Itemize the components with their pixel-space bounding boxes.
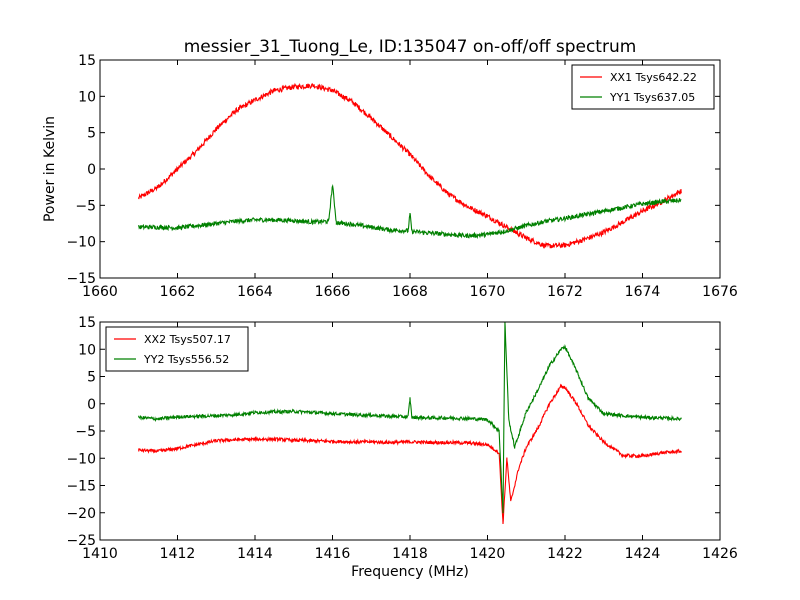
- x-tick-label: 1412: [160, 546, 196, 562]
- y-tick-label: −20: [66, 506, 96, 522]
- y-axis-title-top: Power in Kelvin: [42, 116, 58, 222]
- legend-box: [571, 64, 715, 110]
- chart-title: messier_31_Tuong_Le, ID:135047 on-off/of…: [184, 37, 637, 57]
- y-tick-label: 10: [78, 89, 96, 105]
- series-line-yy1: [138, 184, 682, 240]
- x-tick-label: 1422: [547, 546, 583, 562]
- series-line-xx1: [138, 82, 682, 249]
- y-tick-label: 5: [87, 370, 96, 386]
- x-tick-label: 1420: [470, 546, 506, 562]
- x-tick-label: 1668: [392, 284, 428, 300]
- series-line-xx2: [138, 383, 682, 525]
- legend: XX1 Tsys642.22 YY1 Tsys637.05: [571, 64, 715, 110]
- x-tick-label: 1418: [392, 546, 428, 562]
- series-line-yy2: [138, 322, 682, 514]
- legend-label: YY1 Tsys637.05: [609, 91, 695, 104]
- x-tick-label: 1410: [82, 546, 118, 562]
- top-panel: 1660 1662 1664 1666 1668 1670 1672 1674 1676 15 10…: [66, 53, 737, 300]
- y-tick-label: 5: [87, 126, 96, 142]
- y-tick-label: 10: [78, 342, 96, 358]
- x-tick-label: 1664: [237, 284, 273, 300]
- legend: XX2 Tsys507.17 YY2 Tsys556.52: [105, 326, 249, 372]
- x-tick-label: 1666: [315, 284, 351, 300]
- x-tick-label: 1674: [625, 284, 661, 300]
- x-tick-label: 1662: [160, 284, 196, 300]
- legend-label: XX2 Tsys507.17: [144, 333, 231, 346]
- y-tick-label: −25: [66, 533, 96, 549]
- x-tick-label: 1414: [237, 546, 273, 562]
- legend-box: [105, 326, 249, 372]
- x-tick-label: 1660: [82, 284, 118, 300]
- x-axis-title-bottom: Frequency (MHz): [351, 564, 469, 580]
- y-tick-label: −15: [66, 479, 96, 495]
- y-tick-label: −10: [66, 235, 96, 251]
- x-tick-label: 1426: [702, 546, 738, 562]
- legend-label: YY2 Tsys556.52: [143, 353, 229, 366]
- legend-label: XX1 Tsys642.22: [610, 71, 697, 84]
- x-tick-label: 1670: [470, 284, 506, 300]
- x-tick-label: 1672: [547, 284, 583, 300]
- y-tick-label: −5: [75, 424, 96, 440]
- y-tick-label: −5: [75, 198, 96, 214]
- x-tick-label: 1424: [625, 546, 661, 562]
- y-tick-label: 15: [78, 53, 96, 69]
- y-tick-label: 0: [87, 162, 96, 178]
- bottom-panel: 1410 1412 1414 1416 1418 1420 1422 1424 1426 15 10…: [66, 315, 737, 562]
- y-tick-label: −15: [66, 271, 96, 287]
- y-tick-label: 15: [78, 315, 96, 331]
- x-tick-label: 1416: [315, 546, 351, 562]
- y-tick-label: 0: [87, 397, 96, 413]
- y-tick-label: −10: [66, 451, 96, 467]
- x-tick-label: 1676: [702, 284, 738, 300]
